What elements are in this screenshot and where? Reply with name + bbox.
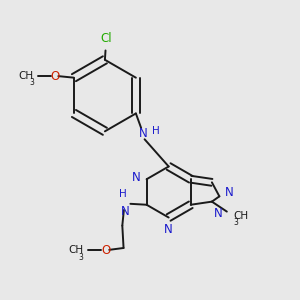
Text: CH: CH xyxy=(19,71,34,81)
Text: CH: CH xyxy=(233,211,248,220)
Text: 3: 3 xyxy=(29,79,34,88)
Text: H: H xyxy=(119,190,127,200)
Text: N: N xyxy=(120,205,129,218)
Text: N: N xyxy=(164,223,173,236)
Text: O: O xyxy=(50,70,59,83)
Text: N: N xyxy=(225,186,234,199)
Text: H: H xyxy=(152,126,159,136)
Text: Cl: Cl xyxy=(100,32,112,45)
Text: N: N xyxy=(132,171,141,184)
Text: O: O xyxy=(101,244,110,257)
Text: N: N xyxy=(214,207,222,220)
Text: N: N xyxy=(139,127,148,140)
Text: 3: 3 xyxy=(233,218,238,227)
Text: CH: CH xyxy=(69,245,84,256)
Text: 3: 3 xyxy=(79,253,84,262)
